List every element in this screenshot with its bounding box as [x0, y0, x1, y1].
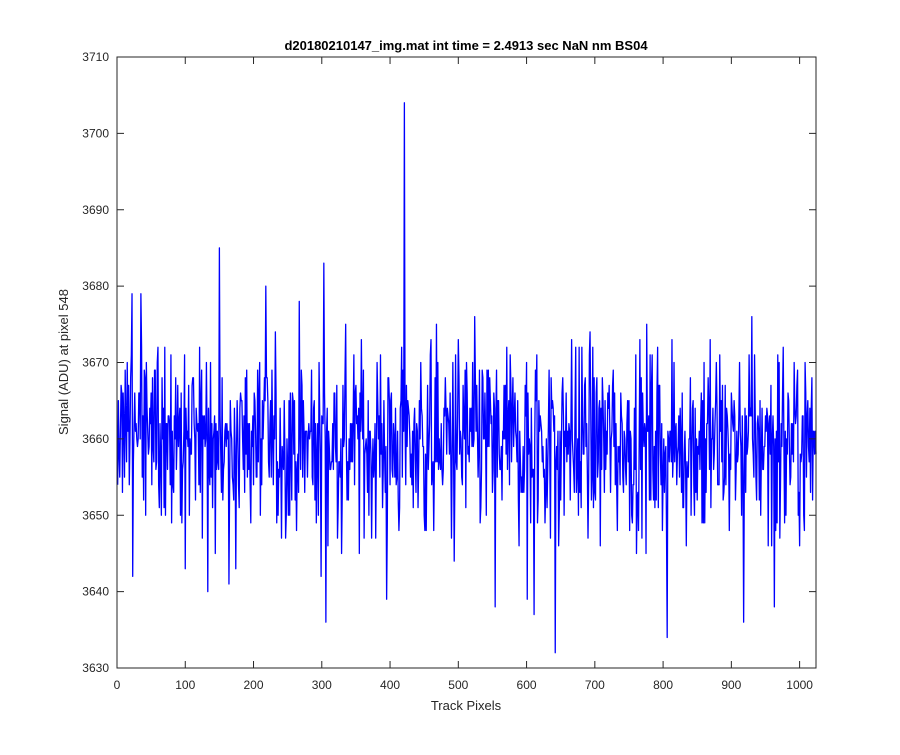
y-tick-label: 3640	[82, 585, 109, 599]
y-tick-label: 3660	[82, 432, 109, 446]
x-tick-label: 500	[448, 678, 468, 692]
ticks-layer: 0 100 200 300 400 500 600 700 800 900 1000 3630 3640…	[82, 50, 816, 692]
x-tick-label: 1000	[786, 678, 813, 692]
y-tick-label: 3680	[82, 279, 109, 293]
y-tick-label: 3630	[82, 661, 109, 675]
x-tick-label: 900	[721, 678, 741, 692]
y-tick-label: 3710	[82, 50, 109, 64]
y-tick-label: 3690	[82, 203, 109, 217]
series-layer	[117, 102, 817, 654]
x-tick-label: 0	[114, 678, 121, 692]
x-axis-title: Track Pixels	[431, 698, 502, 713]
x-tick-label: 400	[380, 678, 400, 692]
y-tick-label: 3670	[82, 356, 109, 370]
x-tick-label: 800	[653, 678, 673, 692]
x-tick-label: 200	[244, 678, 264, 692]
x-tick-label: 600	[517, 678, 537, 692]
y-tick-label: 3650	[82, 508, 109, 522]
y-tick-label: 3700	[82, 126, 109, 140]
y-axis-title: Signal (ADU) at pixel 548	[56, 289, 71, 435]
x-tick-label: 300	[312, 678, 332, 692]
signal-series-line	[117, 102, 817, 654]
x-tick-label: 100	[175, 678, 195, 692]
chart-title: d20180210147_img.mat int time = 2.4913 s…	[284, 38, 648, 53]
x-tick-label: 700	[585, 678, 605, 692]
